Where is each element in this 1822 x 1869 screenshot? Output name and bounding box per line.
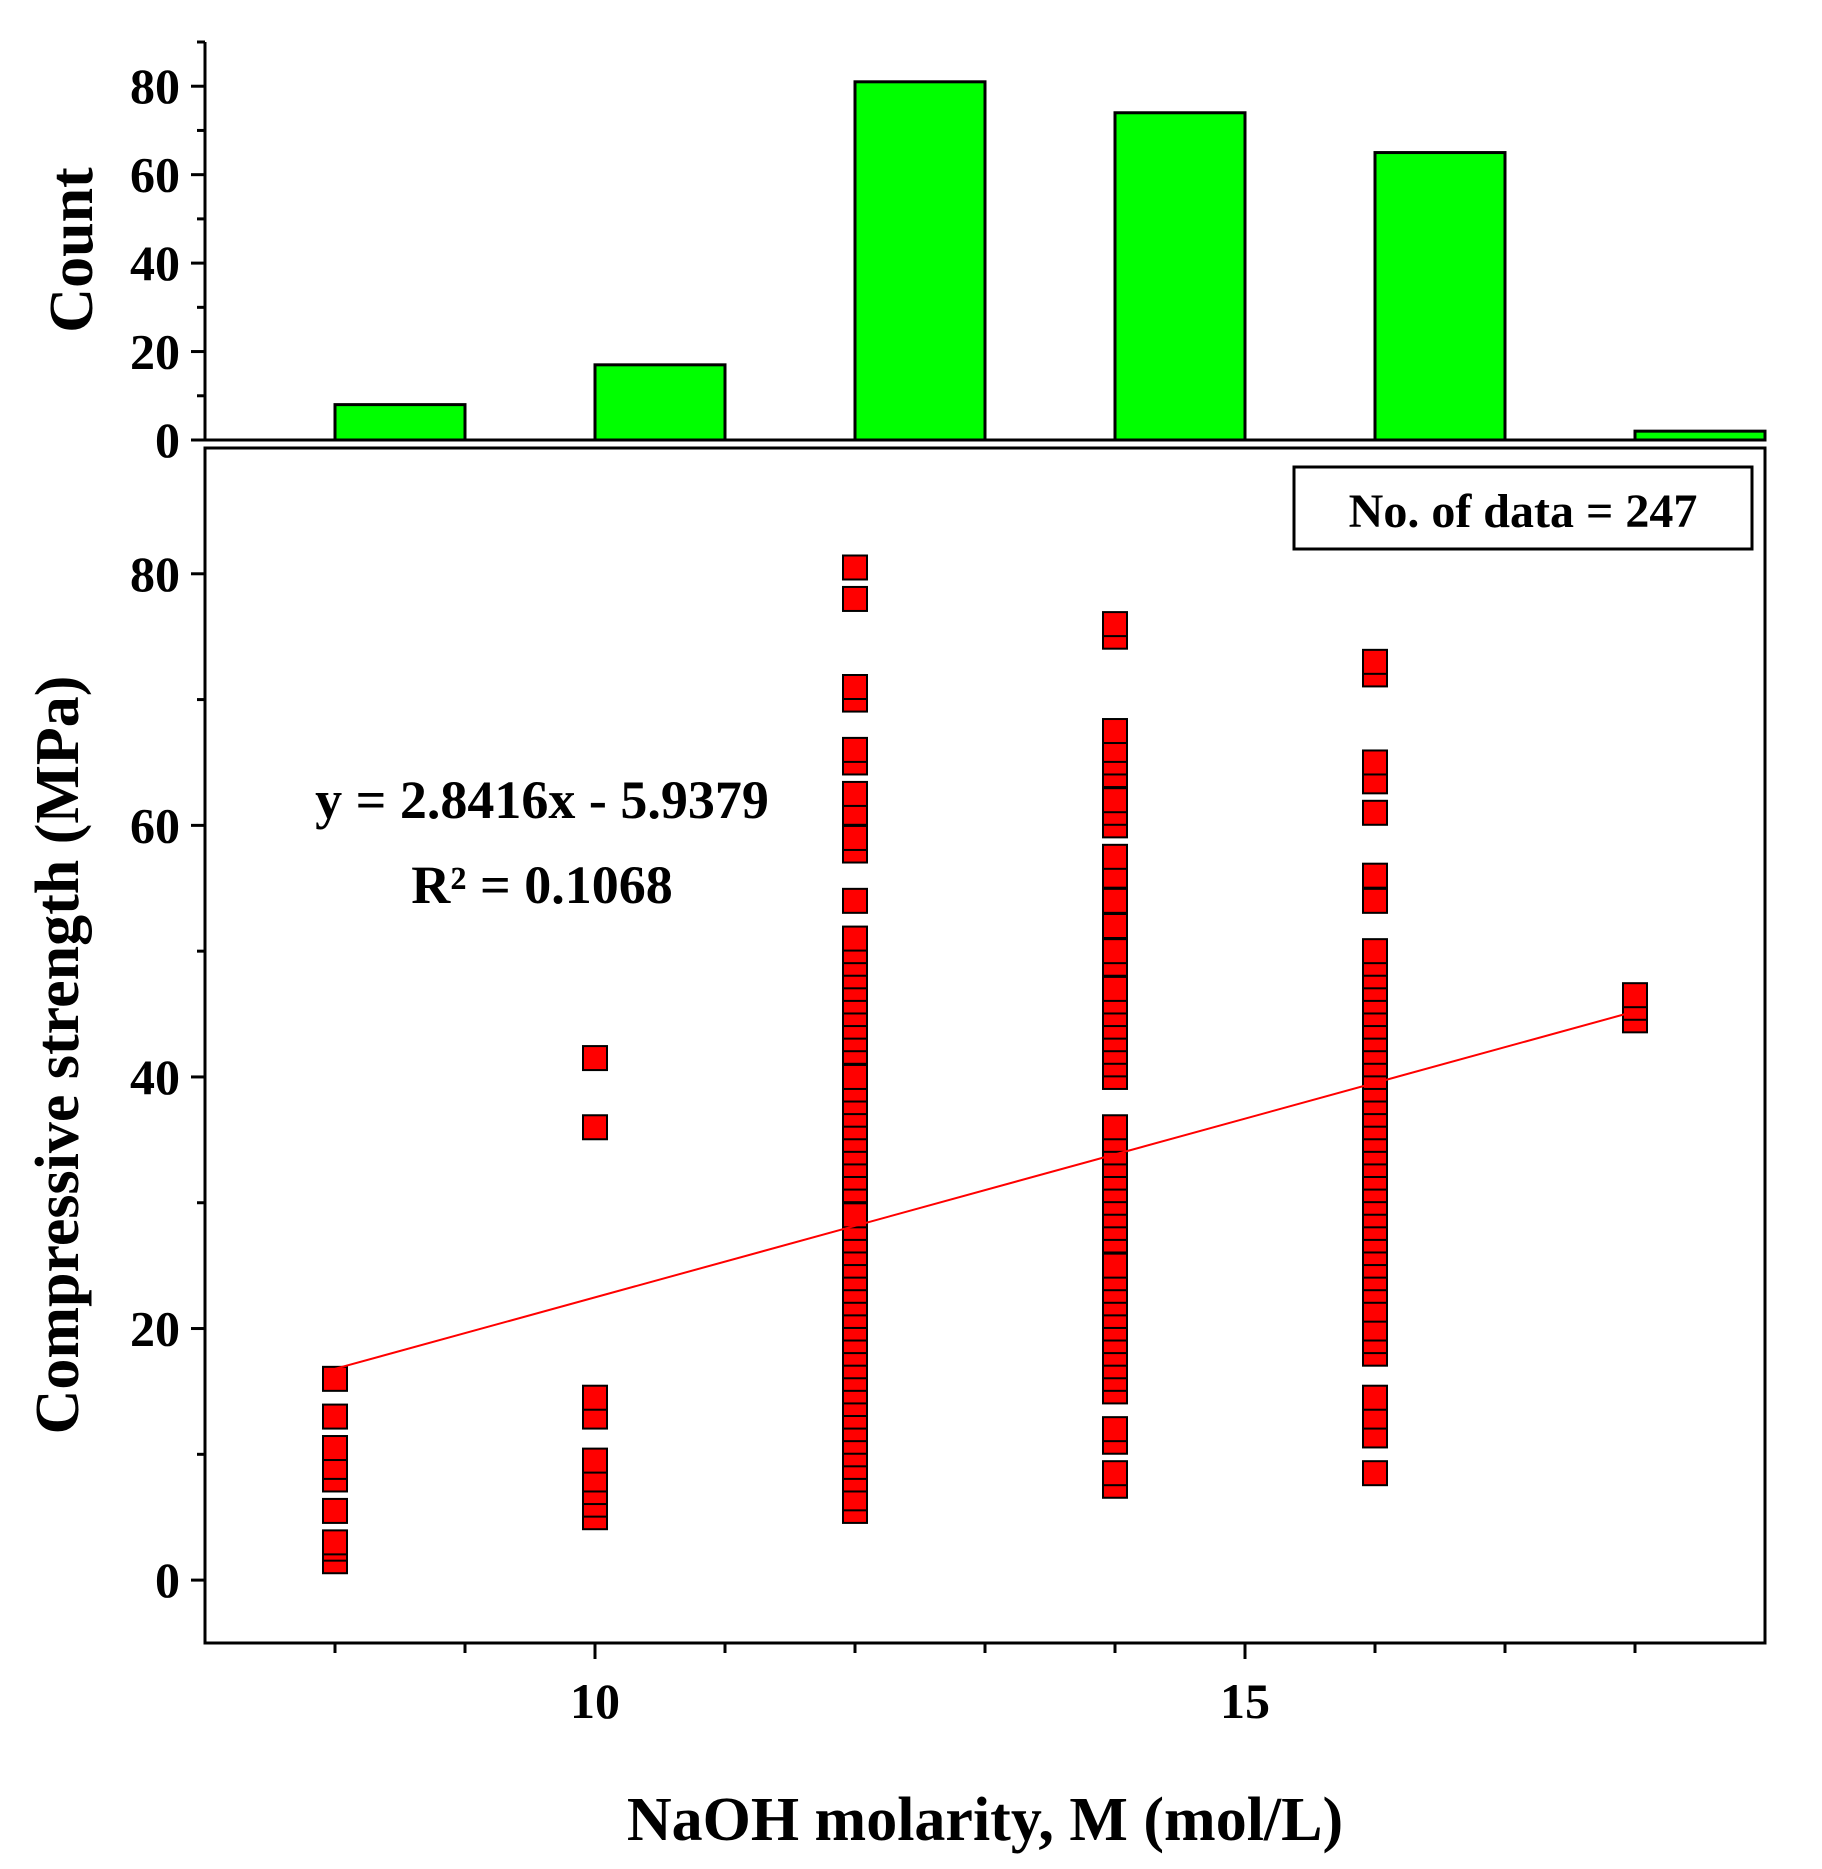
histogram-bar	[593, 363, 727, 442]
histogram-bar	[1373, 151, 1507, 442]
histogram-y-tick-label: 60	[130, 147, 180, 203]
data-count-label: No. of data = 247	[1349, 485, 1698, 538]
scatter-point	[1102, 843, 1128, 870]
scatter-point	[322, 1435, 348, 1462]
scatter-point	[842, 1063, 868, 1090]
x-tick-label: 15	[1220, 1673, 1270, 1729]
scatter-point	[322, 1497, 348, 1524]
scatter-point	[842, 736, 868, 763]
fit-equation: y = 2.8416x - 5.9379	[315, 770, 769, 830]
regression-line	[334, 1010, 1636, 1370]
x-axis-title: NaOH molarity, M (mol/L)	[627, 1786, 1343, 1854]
scatter-y-tick-label: 20	[130, 1301, 180, 1357]
scatter-plot-frame	[203, 446, 1767, 1645]
histogram-y-tick-label: 20	[130, 324, 180, 380]
histogram-y-tick-label: 40	[130, 235, 180, 291]
fit-r-squared: R² = 0.1068	[411, 855, 672, 915]
scatter-point	[1102, 1114, 1128, 1141]
histogram-bar	[1113, 111, 1247, 442]
histogram-bar	[333, 403, 467, 442]
scatter-point	[842, 780, 868, 807]
scatter-point	[1102, 718, 1128, 745]
scatter-point	[842, 824, 868, 851]
scatter-y-tick-label: 40	[130, 1049, 180, 1105]
scatter-point	[1362, 749, 1388, 776]
scatter-ylabel: Compressive strength (MPa)	[24, 676, 92, 1435]
histogram-y-tick-label: 0	[155, 412, 180, 468]
scatter-point	[842, 925, 868, 952]
scatter-point	[842, 674, 868, 700]
scatter-point	[842, 554, 868, 581]
scatter-y-tick-label: 80	[130, 546, 180, 602]
histogram-y-tick-label: 80	[130, 58, 180, 114]
scatter-point	[1102, 913, 1128, 939]
scatter-point	[1102, 787, 1128, 814]
scatter-point	[1102, 1460, 1128, 1487]
scatter-point	[1102, 975, 1128, 1002]
histogram-bar	[853, 80, 987, 442]
scatter-point	[582, 1384, 608, 1411]
scatter-point	[1102, 938, 1128, 965]
scatter-point	[1102, 611, 1128, 638]
scatter-point	[1362, 862, 1388, 889]
scatter-point	[582, 1045, 608, 1072]
scatter-point	[1362, 887, 1388, 914]
scatter-point	[842, 585, 868, 612]
x-tick-label: 10	[570, 1673, 620, 1729]
scatter-panel: 0 20 40 60 80 10 15	[130, 446, 1767, 1729]
scatter-point	[1622, 982, 1648, 1009]
scatter-point	[842, 887, 868, 914]
histogram-ylabel: Count	[38, 167, 106, 333]
scatter-point	[322, 1403, 348, 1430]
scatter-point	[1102, 1416, 1128, 1443]
scatter-point	[1102, 1252, 1128, 1279]
scatter-point	[322, 1529, 348, 1556]
scatter-point	[582, 1447, 608, 1474]
scatter-y-tick-label: 60	[130, 797, 180, 853]
scatter-point	[1362, 799, 1388, 826]
scatter-point	[582, 1114, 608, 1141]
scatter-point	[1362, 1460, 1388, 1487]
scatter-point	[322, 1365, 348, 1392]
histogram-panel: 0 20 40 60 80	[130, 40, 1767, 468]
scatter-y-tick-label: 0	[155, 1552, 180, 1608]
scatter-point	[1362, 938, 1388, 965]
scatter-point	[1362, 648, 1388, 675]
scatter-point	[1362, 1384, 1388, 1411]
data-count-box	[1292, 465, 1754, 551]
scatter-point	[1102, 887, 1128, 914]
